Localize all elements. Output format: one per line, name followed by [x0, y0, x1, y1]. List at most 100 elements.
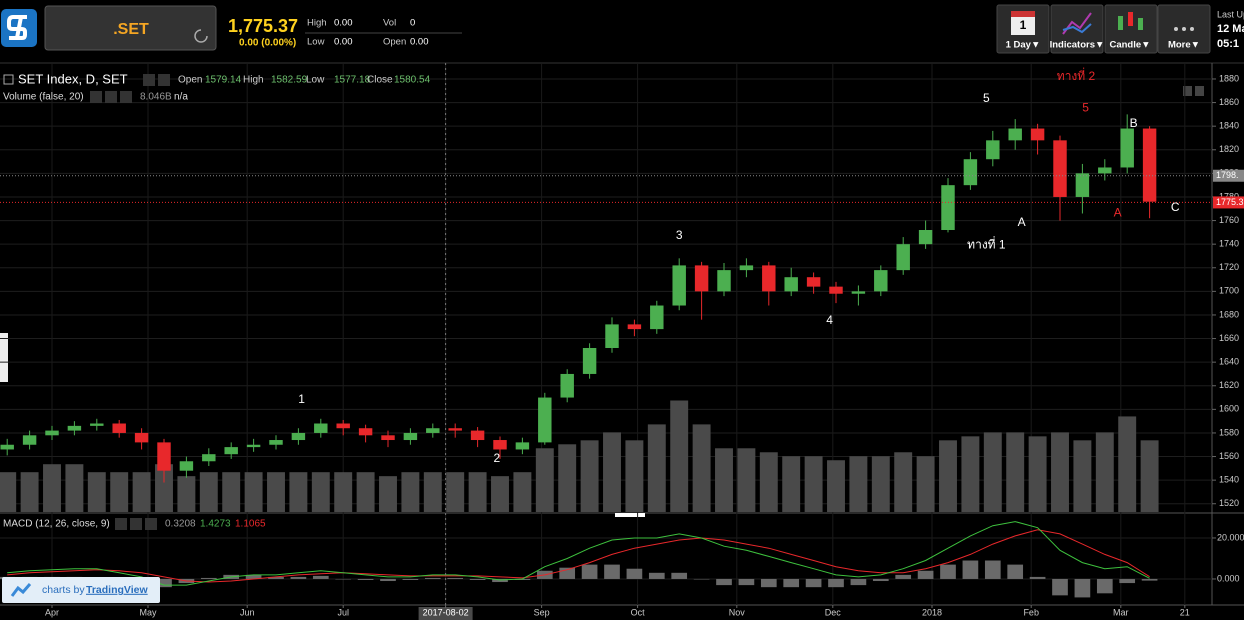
brand-box[interactable] [2, 577, 160, 603]
macd-stat: 1.1065 [235, 519, 266, 530]
more-dot [1174, 27, 1178, 31]
macd-histogram-bar [335, 578, 352, 580]
y-tick-label: 1880 [1219, 73, 1239, 83]
candle-body [314, 423, 328, 433]
candle-body [426, 428, 440, 433]
volume-bar [1095, 432, 1114, 512]
macd-histogram-bar [1074, 578, 1091, 598]
settings-icon[interactable] [115, 518, 127, 530]
candle-body [1142, 128, 1157, 202]
settings-icon[interactable] [105, 91, 117, 103]
candle-body [941, 185, 955, 231]
macd-histogram-bar [380, 578, 396, 582]
refresh-icon[interactable] [194, 29, 208, 43]
macd-histogram-bar [290, 576, 307, 579]
ohlc-value: 1579.14 [205, 75, 242, 86]
candle-body [672, 265, 686, 306]
pane-resizer[interactable] [615, 513, 645, 517]
volume-bar [670, 400, 689, 512]
volume-bar [647, 424, 666, 512]
volume-bar [110, 472, 129, 512]
collapse-icon[interactable] [3, 74, 14, 85]
settings-icon[interactable] [120, 91, 132, 103]
candle-body [112, 423, 126, 433]
annotation: A [1114, 206, 1122, 220]
macd-histogram-bar [940, 564, 956, 579]
annotation: A [1018, 215, 1026, 229]
candle-body [224, 447, 238, 455]
candle-body [470, 430, 485, 441]
candle-body [336, 423, 350, 429]
stat-label: Vol [383, 18, 396, 29]
y-tick-label: 1680 [1219, 309, 1239, 319]
candle-body [22, 435, 37, 445]
y-tick-label: 1820 [1219, 144, 1239, 154]
logo-glyph [7, 15, 27, 40]
volume-bar [155, 464, 173, 512]
macd-histogram-bar [1096, 578, 1113, 594]
candle-icon [1138, 18, 1143, 30]
macd-histogram-bar [424, 577, 441, 579]
volume-bar [244, 472, 263, 512]
volume-bar [1006, 432, 1025, 512]
volume-bar [446, 472, 465, 512]
scroll-button[interactable] [1195, 86, 1204, 96]
button-label: 1 Day▼ [1006, 40, 1041, 51]
macd-histogram-bar [626, 568, 643, 579]
macd-histogram-bar [1141, 578, 1158, 581]
candle-body [1075, 173, 1090, 197]
candle-body [605, 324, 619, 348]
macd-stat: 1.4273 [200, 519, 231, 530]
ohlc-label: Close [367, 75, 393, 86]
settings-icon[interactable] [90, 91, 102, 103]
brand-name[interactable]: TradingView [86, 584, 148, 596]
candle-body [45, 430, 59, 436]
volume-bar [401, 472, 420, 512]
candle-body [986, 140, 1000, 160]
annotation: 2 [493, 451, 500, 465]
stat-value: 0.00 [410, 37, 429, 48]
candle-body [1053, 140, 1067, 197]
candle-body [515, 442, 530, 450]
macd-histogram-bar [693, 578, 710, 580]
x-tick-label: Nov [729, 607, 746, 617]
macd-histogram-bar [200, 577, 217, 579]
candle-body [134, 432, 149, 443]
side-tab[interactable] [0, 333, 8, 382]
volume-bar [311, 472, 330, 512]
ohlc-value: 1582.59 [271, 75, 308, 86]
annotation: C [1171, 200, 1180, 214]
volume-bar [871, 456, 890, 512]
candle-body [717, 270, 731, 292]
brand-prefix: charts by [42, 584, 85, 596]
last-update-time: 05:1 [1217, 38, 1239, 50]
settings-icon[interactable] [145, 518, 157, 530]
candle-body [358, 428, 373, 436]
x-tick-label: Mar [1113, 607, 1129, 617]
settings-icon[interactable] [130, 518, 142, 530]
volume-bar [513, 472, 532, 512]
volume-bar [782, 456, 801, 512]
volume-bar [1051, 432, 1069, 512]
macd-histogram-bar [895, 574, 912, 579]
volume-bar [65, 464, 84, 512]
y-tick-label: 1600 [1219, 404, 1239, 414]
macd-histogram-bar [917, 570, 934, 579]
volume-bar [356, 472, 375, 512]
scroll-button[interactable] [1183, 86, 1192, 96]
macd-histogram-bar [1007, 564, 1024, 579]
volume-bar [379, 476, 397, 512]
macd-histogram-bar [469, 578, 486, 580]
macd-histogram-bar [156, 578, 172, 588]
settings-icon[interactable] [158, 74, 170, 86]
candle-body [291, 432, 306, 441]
annotation: B [1130, 116, 1138, 130]
symbol-button[interactable] [44, 5, 217, 51]
price: 1,775.37 [228, 16, 298, 36]
candle-body [269, 440, 283, 445]
y-tick-label: 20.000 [1217, 532, 1244, 542]
settings-icon[interactable] [143, 74, 155, 86]
y-tick-label: 1640 [1219, 357, 1239, 367]
